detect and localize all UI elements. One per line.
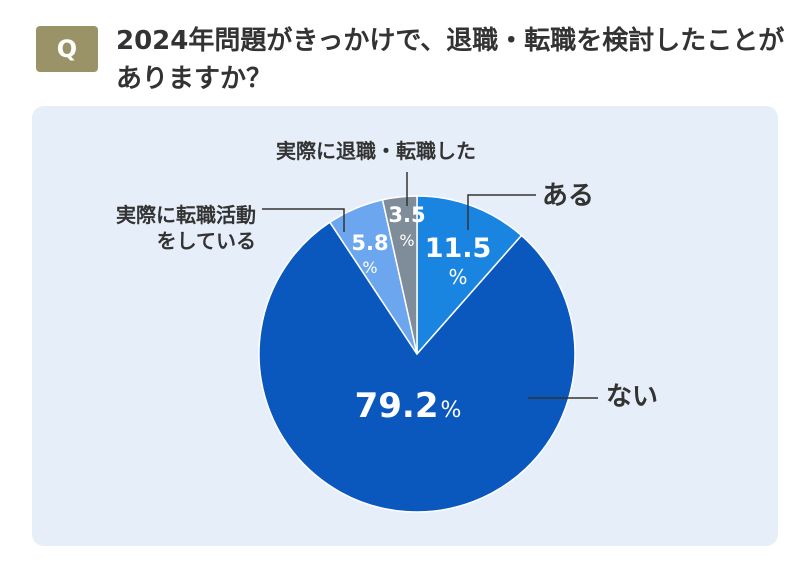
category-label-job-hunting-line1: 実際に転職活動: [116, 203, 256, 227]
slice-value-quit-unit: %: [399, 231, 414, 250]
leader-lines: [262, 172, 598, 399]
pie-slice-3: [381, 195, 418, 355]
slice-value-aru-unit: %: [448, 265, 467, 289]
pie-slice-0: [416, 195, 523, 356]
question-text: 2024年問題がきっかけで、退職・転職を検討したことがありますか？: [116, 26, 785, 94]
slice-value-job-hunting: 5.8: [351, 231, 388, 255]
category-label-nai: ない: [606, 382, 659, 412]
category-label-aru: ある: [542, 181, 595, 211]
slice-value-aru: 11.5: [425, 233, 492, 264]
pie-slice-1: [258, 221, 576, 513]
question-badge: Q: [36, 26, 98, 72]
slice-value-job-hunting-unit: %: [362, 258, 377, 277]
category-label-quit: 実際に退職・転職した: [276, 139, 476, 163]
slice-value-labels: 11.5%79.2%5.8%3.5%: [351, 203, 491, 426]
category-label-job-hunting-line2: をしている: [156, 229, 256, 253]
pie-slices: [258, 195, 576, 513]
leader-job-hunting: [262, 208, 345, 232]
slice-value-quit: 3.5: [388, 203, 425, 227]
leader-aru: [467, 194, 536, 230]
category-label-job-hunting: 実際に転職活動 をしている: [66, 202, 256, 254]
